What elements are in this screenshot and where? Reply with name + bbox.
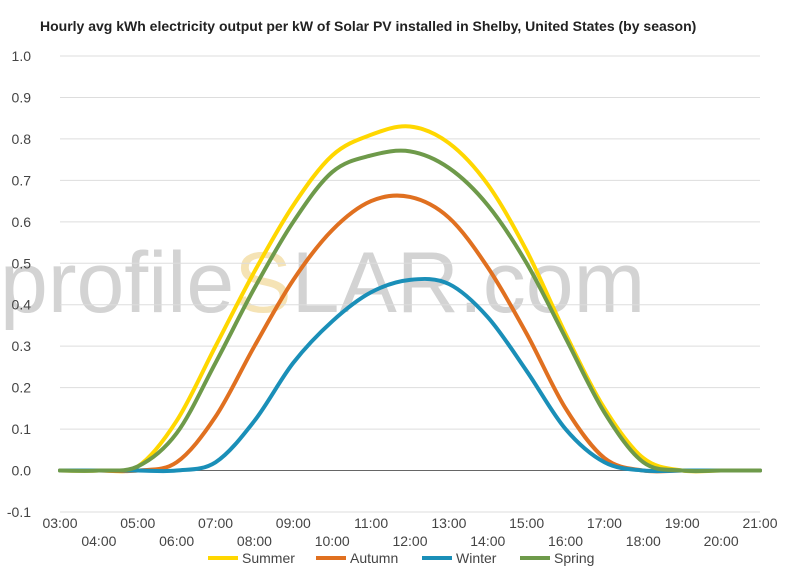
- series-line-winter: [58, 276, 762, 474]
- legend-label: Winter: [456, 550, 497, 566]
- x-axis: 03:0004:0005:0006:0007:0008:0009:0010:00…: [42, 515, 777, 549]
- legend-label: Autumn: [350, 550, 398, 566]
- legend: Summer Autumn Winter Spring: [208, 550, 594, 566]
- x-tick-label: 18:00: [626, 533, 661, 549]
- x-tick-label: 03:00: [42, 515, 77, 531]
- x-tick-label: 11:00: [354, 515, 388, 531]
- y-tick-label: 0.6: [12, 214, 32, 230]
- x-tick-label: 13:00: [431, 515, 466, 531]
- y-tick-label: -0.1: [7, 504, 31, 520]
- series-line-summer: [58, 124, 762, 474]
- legend-label: Summer: [242, 550, 295, 566]
- x-tick-label: 15:00: [509, 515, 544, 531]
- series-lines: [58, 124, 762, 474]
- chart-title: Hourly avg kWh electricity output per kW…: [40, 18, 697, 34]
- y-tick-label: 0.4: [12, 297, 32, 313]
- x-tick-label: 10:00: [315, 533, 350, 549]
- y-tick-label: 1.0: [12, 48, 32, 64]
- y-tick-label: 0.3: [12, 338, 32, 354]
- x-tick-label: 12:00: [392, 533, 427, 549]
- y-tick-label: 0.9: [12, 89, 32, 105]
- series-line-spring: [58, 148, 762, 474]
- x-tick-label: 21:00: [742, 515, 777, 531]
- x-tick-label: 04:00: [81, 533, 116, 549]
- legend-label: Spring: [554, 550, 594, 566]
- x-tick-label: 16:00: [548, 533, 583, 549]
- y-tick-label: 0.7: [12, 172, 32, 188]
- x-tick-label: 09:00: [276, 515, 311, 531]
- x-tick-label: 06:00: [159, 533, 194, 549]
- watermark: profileSLAR.com: [0, 235, 645, 331]
- x-tick-label: 20:00: [704, 533, 739, 549]
- x-tick-label: 05:00: [120, 515, 155, 531]
- y-tick-label: 0.2: [12, 380, 32, 396]
- y-tick-label: 0.5: [12, 255, 32, 271]
- x-tick-label: 07:00: [198, 515, 233, 531]
- grid: [60, 55, 760, 513]
- y-axis: -0.1 0.0 0.1 0.2 0.3 0.4 0.5 0.6 0.7 0.8 0.9 1.0: [7, 48, 31, 520]
- y-tick-label: 0.8: [12, 131, 32, 147]
- y-tick-label: 0.0: [12, 463, 32, 479]
- y-tick-label: 0.1: [12, 421, 32, 437]
- x-tick-label: 17:00: [587, 515, 622, 531]
- x-tick-label: 08:00: [237, 533, 272, 549]
- x-tick-label: 14:00: [470, 533, 505, 549]
- x-tick-label: 19:00: [665, 515, 700, 531]
